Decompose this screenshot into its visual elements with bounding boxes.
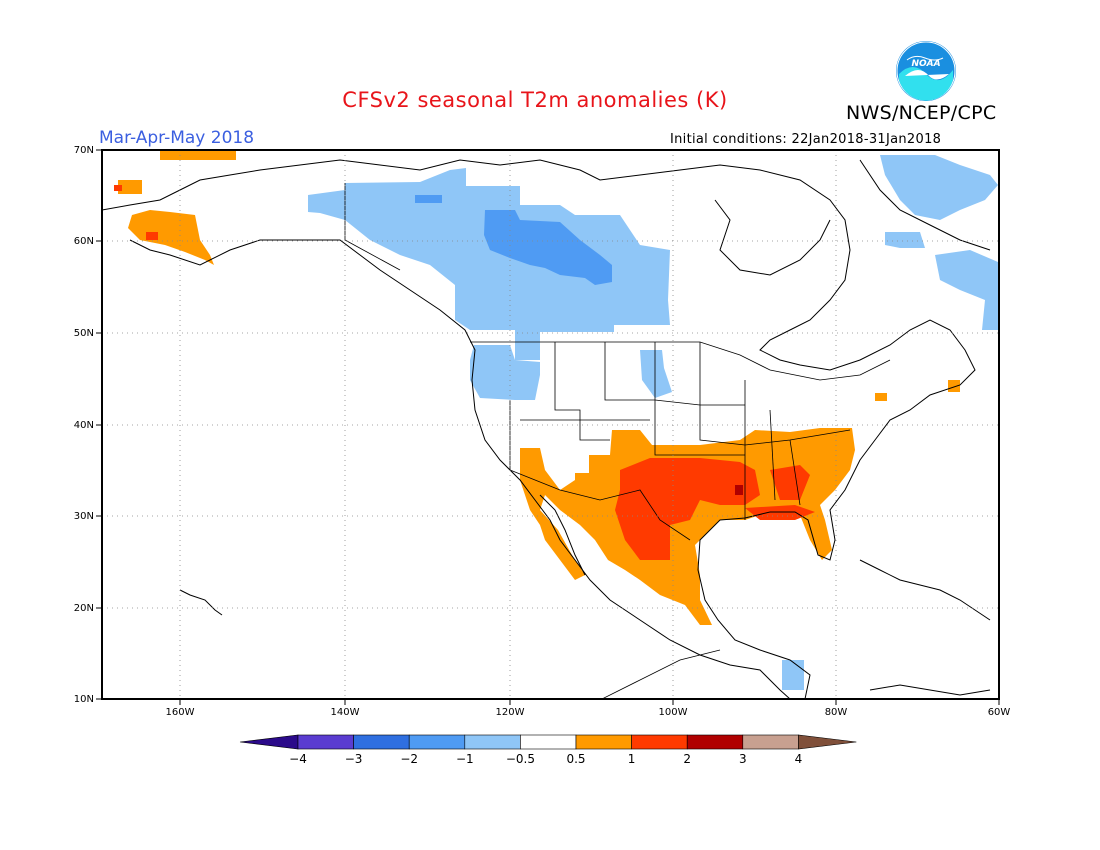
season-label: Mar-Apr-May 2018 [99,128,255,148]
colorbar: −4 −3 −2 −1 −0.5 0.5 1 2 3 4 [239,734,857,766]
lon-label: 140W [331,707,360,718]
colorbar-arrow-low [239,734,299,750]
colorbar-label: −4 [289,752,307,766]
logo-text: NOAA [911,59,940,69]
lon-labels: 160W 140W 120W 100W 80W 60W [166,707,1011,718]
lat-labels: 70N 60N 50N 40N 30N 20N 10N [74,145,94,705]
lat-label: 20N [74,603,94,614]
colorbar-swatch [520,734,577,750]
colorbar-label: −0.5 [506,752,535,766]
colorbar-swatch [297,734,354,750]
colorbar-label: −2 [400,752,418,766]
anomaly-shading [114,150,998,690]
colorbar-label: 2 [683,752,691,766]
initial-conditions-label: Initial conditions: 22Jan2018-31Jan2018 [670,132,942,147]
colorbar-label: 1 [628,752,636,766]
map-title: CFSv2 seasonal T2m anomalies (K) [342,88,728,112]
colorbar-swatch [353,734,410,750]
lon-label: 120W [496,707,525,718]
lon-label: 80W [825,707,848,718]
lat-label: 70N [74,145,94,156]
colorbar-label: 0.5 [566,752,585,766]
coastlines [102,159,991,699]
lon-label: 100W [659,707,688,718]
noaa-logo-icon: NOAA [896,41,956,101]
colorbar-swatch [408,734,466,750]
lat-label: 10N [74,694,94,705]
lat-label: 50N [74,328,94,339]
colorbar-label: 4 [795,752,803,766]
axis-ticks [96,149,1000,705]
lat-label: 30N [74,511,94,522]
colorbar-swatch [631,734,688,750]
colorbar-label: −3 [345,752,363,766]
colorbar-label: −1 [456,752,474,766]
colorbar-swatch [686,734,744,750]
colorbar-swatch [742,734,799,750]
lat-label: 60N [74,236,94,247]
colorbar-label: 3 [739,752,747,766]
lon-label: 160W [166,707,195,718]
lat-label: 40N [74,420,94,431]
colorbar-swatch [464,734,521,750]
colorbar-swatch [575,734,632,750]
colorbar-arrow-high [798,734,857,750]
lon-label: 60W [988,707,1011,718]
agency-label: NWS/NCEP/CPC [846,102,997,124]
